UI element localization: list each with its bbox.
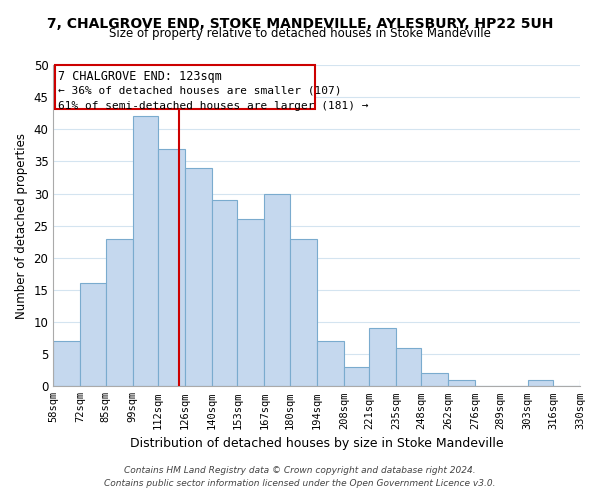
Bar	[106, 238, 133, 386]
Bar	[53, 342, 80, 386]
Bar	[421, 374, 448, 386]
Bar	[133, 116, 158, 386]
Bar	[158, 148, 185, 386]
Bar	[369, 328, 396, 386]
Bar	[396, 348, 421, 387]
Bar	[317, 342, 344, 386]
Bar	[580, 380, 600, 386]
FancyBboxPatch shape	[55, 65, 315, 108]
Bar	[528, 380, 553, 386]
Text: Size of property relative to detached houses in Stoke Mandeville: Size of property relative to detached ho…	[109, 28, 491, 40]
Bar	[80, 284, 106, 387]
Text: 7, CHALGROVE END, STOKE MANDEVILLE, AYLESBURY, HP22 5UH: 7, CHALGROVE END, STOKE MANDEVILLE, AYLE…	[47, 18, 553, 32]
Bar	[265, 194, 290, 386]
Bar	[237, 219, 265, 386]
Bar	[448, 380, 475, 386]
Bar	[290, 238, 317, 386]
Text: Contains HM Land Registry data © Crown copyright and database right 2024.
Contai: Contains HM Land Registry data © Crown c…	[104, 466, 496, 487]
Bar	[344, 367, 369, 386]
X-axis label: Distribution of detached houses by size in Stoke Mandeville: Distribution of detached houses by size …	[130, 437, 503, 450]
Text: 61% of semi-detached houses are larger (181) →: 61% of semi-detached houses are larger (…	[58, 101, 368, 111]
Bar	[185, 168, 212, 386]
Bar	[212, 200, 237, 386]
Text: 7 CHALGROVE END: 123sqm: 7 CHALGROVE END: 123sqm	[58, 70, 222, 83]
Y-axis label: Number of detached properties: Number of detached properties	[15, 132, 28, 318]
Text: ← 36% of detached houses are smaller (107): ← 36% of detached houses are smaller (10…	[58, 86, 341, 96]
